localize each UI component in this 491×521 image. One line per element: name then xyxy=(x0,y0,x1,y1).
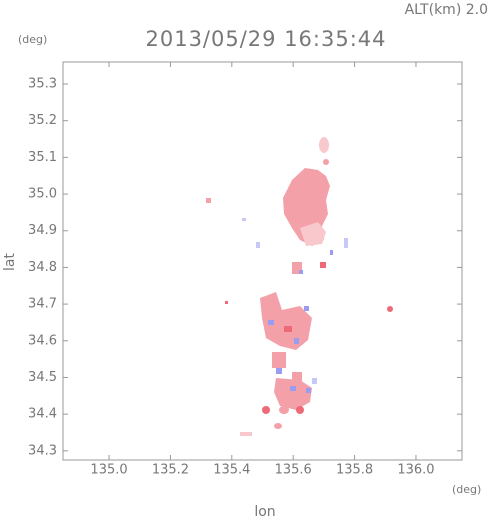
x-axis-label: lon xyxy=(254,504,275,520)
y-tick-label: 34.7 xyxy=(28,297,57,312)
y-unit: (deg) xyxy=(18,33,47,46)
y-axis-label: lat xyxy=(2,253,18,271)
y-tick-label: 34.4 xyxy=(28,407,57,422)
y-tick-label: 35.0 xyxy=(28,187,57,202)
x-tick-label: 135.0 xyxy=(90,463,127,478)
y-tick-label: 35.1 xyxy=(28,150,57,165)
x-tick-label: 135.8 xyxy=(336,463,373,478)
x-tick-label: 135.6 xyxy=(275,463,312,478)
plot-frame xyxy=(62,61,463,461)
annotation: ALT(km) 2.0 xyxy=(405,2,488,18)
y-tick-label: 35.3 xyxy=(28,77,57,92)
x-tick-label: 136.0 xyxy=(397,463,434,478)
y-tick-label: 34.5 xyxy=(28,370,57,385)
y-tick-label: 34.8 xyxy=(28,260,57,275)
x-tick-label: 135.4 xyxy=(213,463,250,478)
y-tick-label: 34.6 xyxy=(28,333,57,348)
y-tick-label: 35.2 xyxy=(28,113,57,128)
x-tick-label: 135.2 xyxy=(152,463,189,478)
chart-title: 2013/05/29 16:35:44 xyxy=(145,27,386,51)
y-tick-label: 34.9 xyxy=(28,223,57,238)
echo-field xyxy=(206,137,393,436)
y-tick-label: 34.3 xyxy=(28,443,57,458)
x-unit: (deg) xyxy=(452,483,481,496)
